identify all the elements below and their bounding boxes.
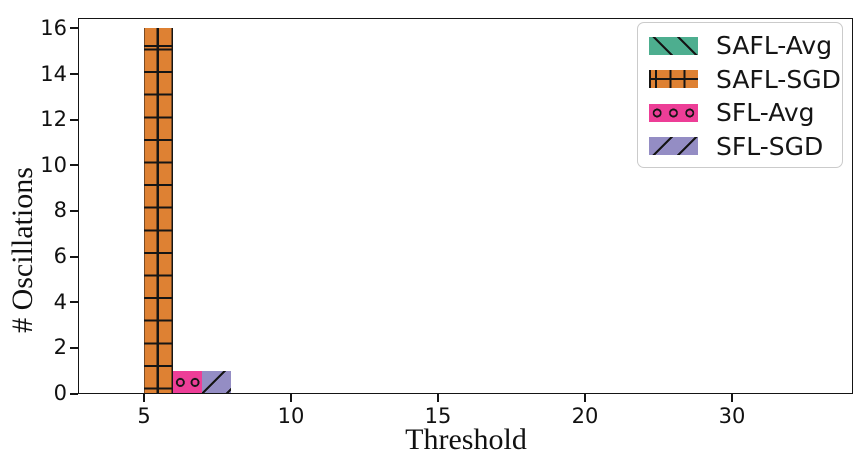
y-tick-mark: [70, 392, 78, 395]
y-tick-mark: [70, 346, 78, 349]
y-tick-label: 0: [53, 381, 67, 405]
y-tick-mark: [70, 301, 78, 304]
legend-swatch-sfl-avg: [649, 103, 698, 122]
y-tick-label: 2: [53, 335, 67, 360]
legend-row: SFL-Avg: [649, 96, 842, 130]
x-tick-label: 30: [718, 403, 746, 428]
x-tick-label: 10: [277, 403, 305, 428]
y-tick-label: 6: [53, 244, 67, 269]
bar-safl-sgd-x5: [144, 28, 173, 394]
legend-row: SFL-SGD: [649, 130, 842, 164]
legend-swatch-sfl-sgd: [649, 137, 698, 156]
x-tick-mark: [584, 393, 586, 402]
y-tick-label: 4: [53, 289, 67, 314]
legend: SAFL-Avg SAFL-SGD SFL-Avg SFL-SGD: [637, 22, 843, 168]
legend-swatch-safl-sgd: [649, 70, 698, 89]
y-tick-mark: [70, 73, 78, 76]
y-tick-label: 14: [40, 61, 67, 86]
y-tick-mark: [70, 255, 78, 258]
x-tick-mark: [290, 393, 292, 402]
bar-sfl-avg-x5: [173, 370, 202, 394]
x-tick-label: 15: [424, 403, 452, 428]
legend-label: SAFL-Avg: [716, 31, 833, 61]
x-tick-label: 20: [571, 403, 599, 428]
legend-swatch-safl-avg: [649, 36, 698, 55]
y-tick-mark: [70, 209, 78, 212]
legend-label: SFL-SGD: [716, 131, 824, 161]
y-tick-label: 16: [40, 15, 67, 40]
bar-sfl-sgd-x5: [202, 370, 231, 394]
x-tick-mark: [731, 393, 733, 402]
y-tick-mark: [70, 27, 78, 30]
y-tick-mark: [70, 118, 78, 121]
y-tick-mark: [70, 164, 78, 167]
legend-row: SAFL-SGD: [649, 63, 842, 97]
y-tick-label: 12: [40, 107, 67, 132]
legend-label: SFL-Avg: [716, 98, 815, 128]
legend-label: SAFL-SGD: [716, 64, 841, 94]
x-tick-mark: [437, 393, 439, 402]
y-axis-label: # Oscillations: [6, 167, 39, 333]
x-tick-mark: [143, 393, 145, 402]
x-axis-label: Threshold: [405, 423, 527, 456]
y-tick-label: 10: [40, 152, 67, 177]
y-tick-label: 8: [53, 198, 67, 223]
x-tick-label: 5: [137, 403, 151, 428]
legend-row: SAFL-Avg: [649, 29, 842, 63]
